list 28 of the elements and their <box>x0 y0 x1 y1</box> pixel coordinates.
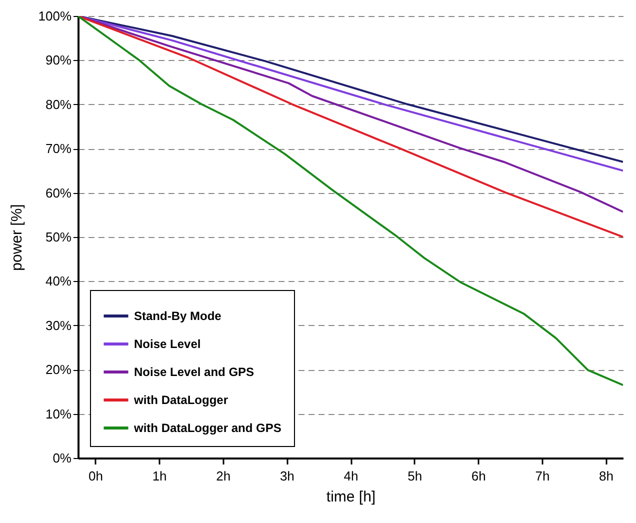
x-tick-label: 0h <box>88 468 103 484</box>
x-tick-label: 6h <box>471 468 486 484</box>
y-tick-label: 0% <box>52 450 72 466</box>
x-tick-label: 1h <box>152 468 167 484</box>
y-tick-label: 70% <box>45 141 72 156</box>
x-tick-label: 7h <box>535 468 550 484</box>
legend-label: with DataLogger <box>133 393 228 407</box>
x-tick-label: 5h <box>408 468 422 484</box>
y-tick-label: 80% <box>45 96 72 112</box>
x-tick-label: 2h <box>216 468 231 484</box>
line-series <box>78 16 623 386</box>
x-tick-label: 8h <box>599 468 614 484</box>
y-tick-label: 40% <box>45 274 72 289</box>
y-axis-title: power [%] <box>8 204 26 271</box>
y-tick-label: 10% <box>45 406 72 422</box>
legend-label: Noise Level and GPS <box>134 365 254 379</box>
legend-label: with DataLogger and GPS <box>133 421 282 435</box>
y-tick-label: 100% <box>38 8 72 24</box>
y-tick-label: 60% <box>45 185 72 200</box>
legend-label: Stand-By Mode <box>134 309 222 323</box>
x-axis-title: time [h] <box>326 488 376 506</box>
x-tick-label: 4h <box>344 468 358 484</box>
y-tick-label: 20% <box>45 362 72 378</box>
y-tick-label: 90% <box>45 52 72 68</box>
y-tick-label: 30% <box>45 318 72 333</box>
y-tick-label: 50% <box>45 230 72 244</box>
legend-label: Noise Level <box>134 337 201 351</box>
x-tick-label: 3h <box>280 468 294 484</box>
